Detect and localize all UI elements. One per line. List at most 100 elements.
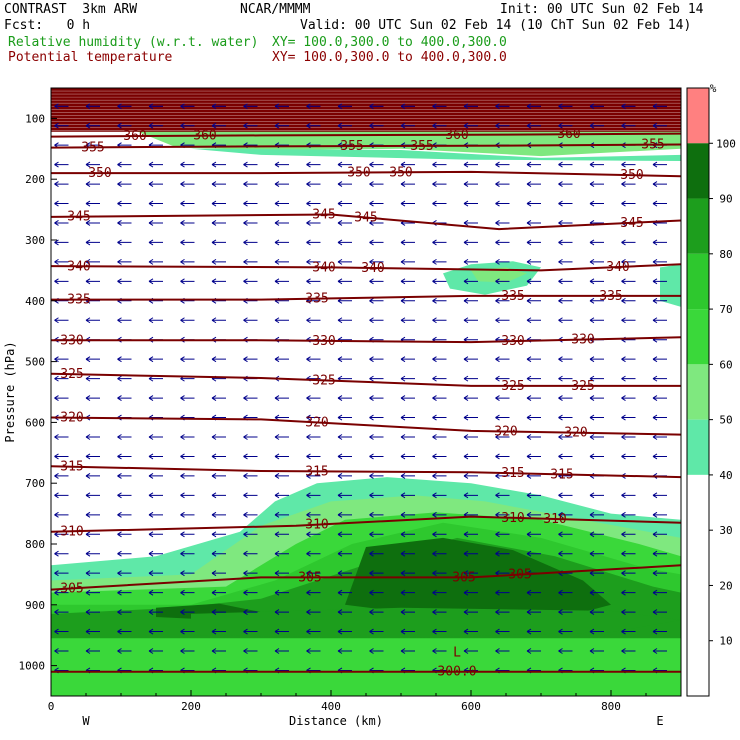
theta-label: 315 [60,460,83,475]
wind-arrow [306,122,321,129]
wind-arrow [558,239,573,246]
wind-arrow [117,375,132,382]
wind-arrow [432,589,447,596]
theta-contours: 360 360 360 360 355 355 355 355 350 350 350 350 345 3… [51,127,681,680]
wind-arrow [337,648,352,654]
wind-arrow [558,609,573,616]
wind-arrow [337,258,352,265]
wind-arrow [306,648,321,654]
wind-arrow [274,356,289,363]
wind-arrow [463,531,478,538]
wind-arrow [54,278,69,285]
wind-arrow [369,472,384,479]
wind-arrow [589,258,604,265]
wind-arrow [495,609,510,616]
wind-arrow [621,297,636,304]
wind-arrow [85,375,100,382]
wind-arrow [526,434,541,440]
wind-arrow [274,453,289,460]
wind-arrow [400,550,415,557]
wind-arrow [432,550,447,557]
wind-arrow [463,356,478,363]
x-tick-label: 200 [181,700,201,713]
wind-arrow [337,317,352,324]
wind-arrow [54,589,69,596]
wind-arrow [558,589,573,596]
wind-arrow [369,648,384,654]
colorbar-frame [686,87,710,697]
wind-arrow [243,609,258,616]
wind-arrow [369,220,384,226]
wind-arrow [306,200,321,207]
wind-arrow [211,453,226,460]
wind-arrow [621,278,636,285]
wind-arrow [54,220,69,226]
theta-label: 315 [501,466,524,481]
colorbar-label: 80 [719,248,732,261]
wind-arrow [85,395,100,402]
wind-arrow [495,278,510,285]
colorbar-label: 90 [719,193,732,206]
wind-arrow [337,550,352,557]
wind-arrow [243,434,258,440]
theta-label: 360 [123,129,146,144]
theta-label: 340 [606,260,629,275]
wind-arrow [463,181,478,187]
wind-vectors [54,103,667,674]
wind-arrow [148,492,163,499]
wind-arrow [274,258,289,265]
wind-arrow [589,122,604,129]
wind-arrow [432,297,447,304]
theta-line-345 [51,213,681,231]
wind-arrow [400,356,415,363]
wind-arrow [148,589,163,596]
theta-line-355 [51,143,681,149]
wind-arrow [369,511,384,518]
wind-arrow [652,414,667,421]
wind-arrow [148,122,163,129]
wind-arrow [652,161,667,168]
wind-arrow [526,356,541,363]
wind-arrow [180,628,195,635]
wind-arrow [369,609,384,616]
colorbar-label: 60 [719,358,732,371]
theta-label: 300.0 [437,665,476,680]
wind-arrow [211,278,226,285]
wind-arrow [148,434,163,440]
wind-arrow [306,181,321,187]
wind-arrow [621,317,636,324]
wind-arrow [432,181,447,187]
wind-arrow [211,317,226,324]
wind-arrow [558,356,573,363]
wind-arrow [337,181,352,187]
wind-arrow [495,531,510,538]
wind-arrow [652,609,667,616]
axes: 0 200 400 600 800 100 200 300 400 500 600 700 800 900… [19,112,647,713]
y-tick-label: 800 [25,538,45,551]
wind-arrow [148,570,163,577]
wind-arrow [306,220,321,226]
wind-arrow [211,550,226,557]
wind-arrow [337,589,352,596]
wind-arrow [337,453,352,460]
wind-arrow [369,414,384,421]
wind-arrow [400,570,415,577]
wind-arrow [369,297,384,304]
wind-arrow [306,472,321,479]
wind-arrow [495,103,510,110]
wind-arrow [652,628,667,635]
wind-arrow [148,609,163,616]
wind-arrow [652,122,667,129]
wind-arrow [85,550,100,557]
theta-label: 325 [571,379,594,394]
wind-arrow [274,472,289,479]
wind-arrow [495,297,510,304]
wind-arrow [369,122,384,129]
wind-arrow [243,161,258,168]
wind-arrow [400,472,415,479]
wind-arrow [558,122,573,129]
wind-arrow [274,511,289,518]
wind-arrow [558,220,573,226]
theta-label: 330 [312,334,335,349]
wind-arrow [306,395,321,402]
